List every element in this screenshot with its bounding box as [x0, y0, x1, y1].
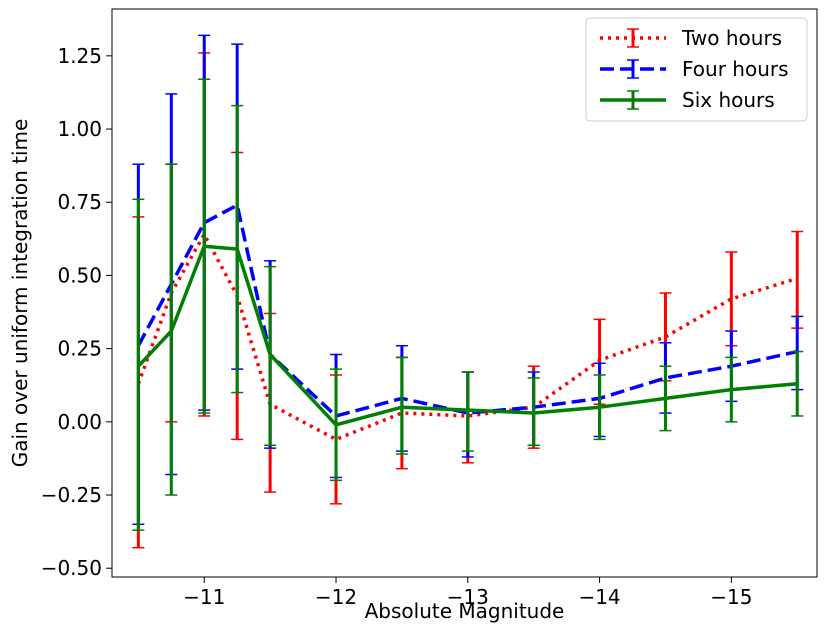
series-six-hours	[132, 78, 804, 531]
y-tick-label: −0.25	[41, 483, 102, 507]
x-tick-label: −15	[710, 585, 752, 609]
y-tick-label: 0.00	[57, 410, 102, 434]
legend-box	[585, 17, 808, 122]
legend: Two hours Four hours Six hours	[585, 17, 808, 122]
x-tick-label: −12	[315, 585, 357, 609]
legend-label: Four hours	[682, 57, 789, 81]
y-axis-label: Gain over uniform integration time	[8, 119, 32, 468]
y-tick-label: 0.25	[57, 337, 102, 361]
legend-label: Six hours	[682, 88, 775, 112]
y-tick-label: −0.50	[41, 556, 102, 580]
series-line	[137, 244, 798, 427]
x-tick-label: −11	[183, 585, 225, 609]
y-tick-label: 0.50	[57, 263, 102, 287]
y-tick-label: 1.25	[57, 44, 102, 68]
x-tick-label: −14	[578, 585, 620, 609]
plot-frame	[111, 8, 818, 578]
x-axis-label: Absolute Magnitude	[365, 599, 565, 623]
series-two-hours	[132, 52, 804, 549]
y-tick-label: 1.00	[57, 117, 102, 141]
y-tick-label: 0.75	[57, 190, 102, 214]
legend-label: Two hours	[681, 26, 782, 50]
x-tick-label: −13	[447, 585, 489, 609]
